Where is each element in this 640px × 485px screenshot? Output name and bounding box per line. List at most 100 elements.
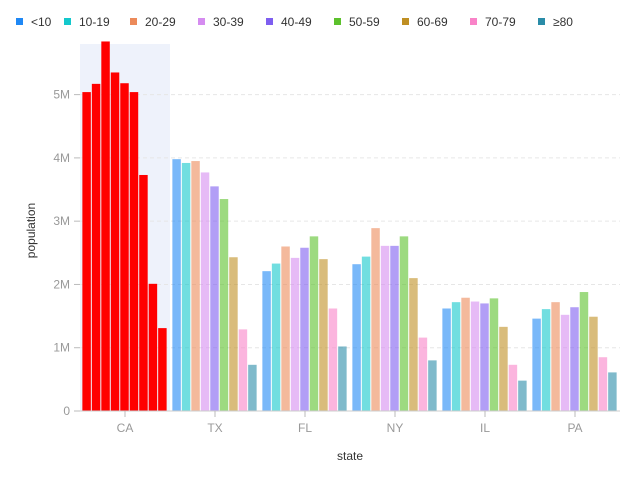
bar[interactable] (271, 263, 281, 411)
bar[interactable] (508, 364, 518, 411)
bar[interactable] (428, 360, 437, 411)
bar[interactable] (309, 236, 319, 411)
bar[interactable] (300, 247, 309, 411)
bar[interactable] (91, 83, 101, 411)
y-tick-label: 1M (53, 341, 70, 355)
bar[interactable] (418, 337, 428, 411)
bar[interactable] (589, 316, 598, 411)
bar[interactable] (390, 245, 399, 411)
y-tick-label: 2M (53, 277, 70, 291)
bar[interactable] (139, 174, 148, 411)
y-tick-label: 5M (53, 88, 70, 102)
legend-item[interactable]: 50-59 (334, 15, 380, 29)
legend-label: 30-39 (213, 15, 244, 29)
x-tick-label: FL (298, 421, 312, 435)
x-tick-label: IL (480, 421, 490, 435)
bar[interactable] (338, 346, 347, 411)
y-tick-label: 4M (53, 151, 70, 165)
bar[interactable] (541, 309, 551, 411)
bar[interactable] (158, 328, 167, 411)
bar[interactable] (608, 372, 617, 411)
y-tick-label: 0 (63, 404, 70, 418)
bar[interactable] (148, 283, 158, 411)
legend-swatch (402, 18, 409, 25)
gridlines (80, 94, 620, 349)
bar[interactable] (518, 380, 527, 411)
legend-swatch (334, 18, 341, 25)
bar[interactable] (598, 357, 608, 411)
x-axis-title: state (337, 449, 363, 463)
bars (82, 41, 617, 412)
legend-item[interactable]: 60-69 (402, 15, 448, 29)
legend-label: <10 (31, 15, 52, 29)
legend-swatch (130, 18, 137, 25)
legend-label: 10-19 (79, 15, 110, 29)
legend-label: 70-79 (485, 15, 516, 29)
bar[interactable] (120, 83, 129, 412)
legend-label: 60-69 (417, 15, 448, 29)
x-tick-label: PA (567, 421, 582, 435)
legend-label: 40-49 (281, 15, 312, 29)
x-axis: CA TX FL NY IL PA (117, 411, 583, 435)
bar[interactable] (361, 256, 371, 411)
bar[interactable] (461, 297, 470, 411)
bar[interactable] (129, 92, 139, 411)
x-tick-label: NY (387, 421, 404, 435)
legend-item[interactable]: 10-19 (64, 15, 110, 29)
bar[interactable] (229, 257, 238, 411)
legend-label: 20-29 (145, 15, 176, 29)
bar[interactable] (470, 301, 480, 411)
bar[interactable] (82, 92, 91, 411)
legend-swatch (470, 18, 477, 25)
bar[interactable] (560, 314, 570, 411)
legend-swatch (198, 18, 205, 25)
bar[interactable] (352, 264, 361, 411)
bar[interactable] (172, 159, 181, 411)
bar[interactable] (480, 303, 489, 411)
legend-item[interactable]: ≥80 (538, 15, 573, 29)
bar[interactable] (262, 271, 271, 411)
bar[interactable] (328, 308, 338, 411)
bar[interactable] (110, 72, 120, 412)
legend: <10 10-19 20-29 30-39 40-49 50-59 60-69 70-79 ≥8… (16, 15, 573, 29)
x-tick-label: CA (117, 421, 134, 435)
bar[interactable] (380, 245, 390, 411)
legend-swatch (16, 18, 23, 25)
bar[interactable] (191, 161, 200, 411)
bar[interactable] (499, 326, 508, 411)
legend-label: ≥80 (553, 15, 573, 29)
bar[interactable] (579, 292, 589, 411)
y-tick-label: 3M (53, 214, 70, 228)
bar[interactable] (281, 246, 290, 411)
bar[interactable] (238, 329, 248, 411)
legend-item[interactable]: 30-39 (198, 15, 244, 29)
bar[interactable] (219, 199, 229, 411)
bar[interactable] (489, 298, 499, 411)
legend-item[interactable]: 20-29 (130, 15, 176, 29)
bar[interactable] (570, 307, 579, 411)
bar[interactable] (399, 236, 409, 411)
legend-item[interactable]: <10 (16, 15, 52, 29)
bar[interactable] (248, 364, 257, 411)
bar[interactable] (371, 228, 380, 411)
bar[interactable] (532, 318, 541, 411)
bar[interactable] (101, 41, 110, 411)
bar[interactable] (319, 259, 328, 411)
bar[interactable] (210, 186, 219, 411)
y-axis: 0 1M 2M 3M 4M 5M (53, 88, 80, 418)
legend-item[interactable]: 40-49 (266, 15, 312, 29)
legend-swatch (266, 18, 273, 25)
legend-label: 50-59 (349, 15, 380, 29)
legend-swatch (538, 18, 545, 25)
x-tick-label: TX (207, 421, 222, 435)
bar[interactable] (551, 302, 560, 411)
bar[interactable] (442, 308, 451, 411)
legend-item[interactable]: 70-79 (470, 15, 516, 29)
bar[interactable] (200, 172, 210, 411)
bar[interactable] (181, 162, 191, 411)
bar[interactable] (451, 302, 461, 411)
bar[interactable] (290, 257, 300, 411)
bar[interactable] (409, 278, 418, 411)
